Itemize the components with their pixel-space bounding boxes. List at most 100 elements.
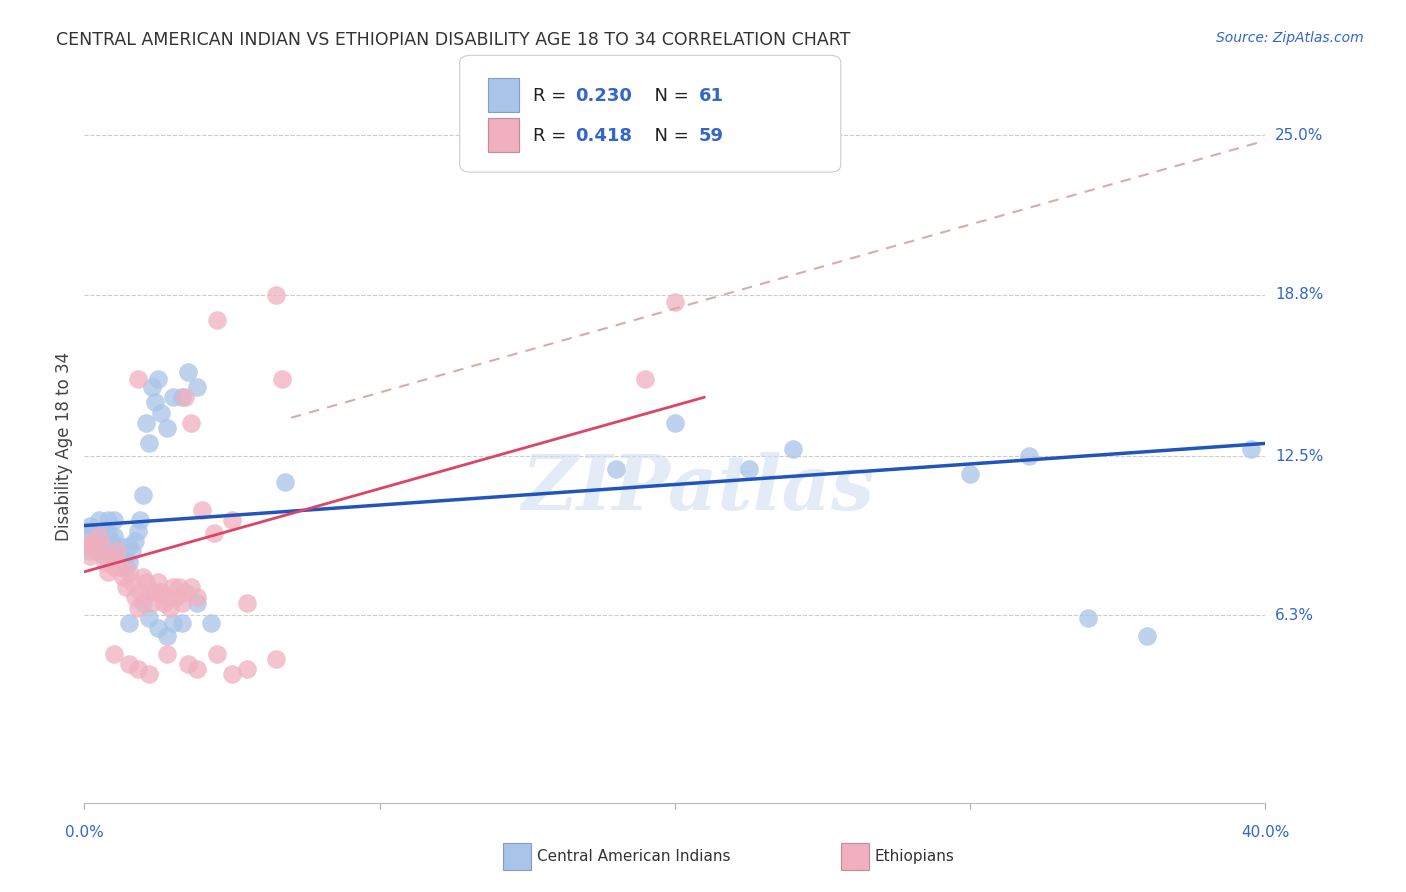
Point bbox=[180, 416, 202, 430]
Point bbox=[114, 580, 136, 594]
Point bbox=[76, 524, 98, 538]
Point bbox=[79, 518, 101, 533]
Point bbox=[205, 313, 228, 327]
Point bbox=[235, 662, 259, 676]
Point bbox=[148, 575, 170, 590]
Point bbox=[108, 559, 131, 574]
Point bbox=[271, 372, 294, 386]
Y-axis label: Disability Age 18 to 34: Disability Age 18 to 34 bbox=[55, 351, 73, 541]
Point bbox=[782, 442, 804, 456]
Point bbox=[108, 539, 131, 553]
Point bbox=[235, 596, 259, 610]
Point bbox=[221, 513, 243, 527]
Point bbox=[127, 600, 149, 615]
Text: 61: 61 bbox=[699, 87, 724, 105]
Point bbox=[162, 616, 184, 631]
Point bbox=[97, 565, 120, 579]
Point bbox=[180, 580, 202, 594]
Point bbox=[105, 544, 128, 558]
Point bbox=[103, 559, 125, 574]
Point bbox=[1240, 442, 1263, 456]
Point bbox=[97, 513, 120, 527]
Point bbox=[141, 596, 163, 610]
Point bbox=[143, 585, 166, 599]
Text: 59: 59 bbox=[699, 128, 724, 145]
Text: 0.230: 0.230 bbox=[575, 87, 631, 105]
Point bbox=[264, 287, 288, 301]
Point bbox=[186, 662, 208, 676]
Point bbox=[82, 539, 104, 553]
Point bbox=[205, 647, 228, 661]
Point bbox=[94, 554, 117, 568]
Point bbox=[111, 570, 134, 584]
Point bbox=[129, 585, 152, 599]
Text: 6.3%: 6.3% bbox=[1275, 608, 1315, 623]
Point bbox=[191, 503, 214, 517]
Point bbox=[143, 395, 166, 409]
Point bbox=[84, 544, 107, 558]
Point bbox=[221, 667, 243, 681]
Point bbox=[1077, 611, 1099, 625]
Point bbox=[118, 539, 141, 553]
Point bbox=[150, 406, 173, 420]
Point bbox=[108, 549, 131, 564]
Point bbox=[148, 621, 170, 635]
Point bbox=[138, 585, 160, 599]
Point bbox=[105, 544, 128, 558]
Text: CENTRAL AMERICAN INDIAN VS ETHIOPIAN DISABILITY AGE 18 TO 34 CORRELATION CHART: CENTRAL AMERICAN INDIAN VS ETHIOPIAN DIS… bbox=[56, 31, 851, 49]
Point bbox=[127, 662, 149, 676]
Point bbox=[91, 539, 114, 553]
Point bbox=[121, 575, 143, 590]
Point bbox=[156, 421, 179, 435]
Point bbox=[82, 526, 104, 541]
Point bbox=[114, 559, 136, 574]
Text: R =: R = bbox=[533, 128, 572, 145]
Point bbox=[148, 372, 170, 386]
Text: 25.0%: 25.0% bbox=[1275, 128, 1323, 143]
Point bbox=[132, 570, 155, 584]
Point bbox=[103, 529, 125, 543]
Point bbox=[132, 596, 155, 610]
Point bbox=[79, 544, 101, 558]
Point bbox=[177, 657, 200, 672]
Point bbox=[177, 365, 200, 379]
Point bbox=[156, 591, 179, 605]
Point bbox=[634, 372, 657, 386]
Point bbox=[118, 554, 141, 568]
Text: N =: N = bbox=[643, 87, 695, 105]
Point bbox=[124, 591, 146, 605]
Point bbox=[91, 524, 114, 538]
Point bbox=[87, 513, 111, 527]
Point bbox=[138, 611, 160, 625]
Point bbox=[156, 629, 179, 643]
Point bbox=[170, 390, 193, 404]
Point bbox=[264, 652, 288, 666]
Text: 0.418: 0.418 bbox=[575, 128, 633, 145]
Point bbox=[274, 475, 297, 489]
Point bbox=[141, 380, 163, 394]
Point bbox=[82, 533, 104, 548]
Point bbox=[124, 533, 146, 548]
Point bbox=[118, 616, 141, 631]
Text: N =: N = bbox=[643, 128, 695, 145]
Point bbox=[162, 580, 184, 594]
Point bbox=[1136, 629, 1159, 643]
Point bbox=[186, 591, 208, 605]
Point bbox=[135, 575, 157, 590]
Point bbox=[100, 544, 122, 558]
Text: 0.0%: 0.0% bbox=[65, 825, 104, 840]
Point bbox=[127, 524, 149, 538]
Text: Ethiopians: Ethiopians bbox=[875, 849, 955, 863]
Point bbox=[84, 533, 107, 548]
Point bbox=[138, 436, 160, 450]
Point bbox=[605, 462, 627, 476]
Point bbox=[150, 585, 173, 599]
Text: ZIPatlas: ZIPatlas bbox=[522, 452, 875, 525]
Point bbox=[173, 390, 195, 404]
Text: 18.8%: 18.8% bbox=[1275, 287, 1323, 302]
Point bbox=[91, 533, 114, 548]
Point bbox=[165, 591, 187, 605]
Point bbox=[186, 380, 208, 394]
Point bbox=[94, 549, 117, 564]
Point bbox=[959, 467, 981, 482]
